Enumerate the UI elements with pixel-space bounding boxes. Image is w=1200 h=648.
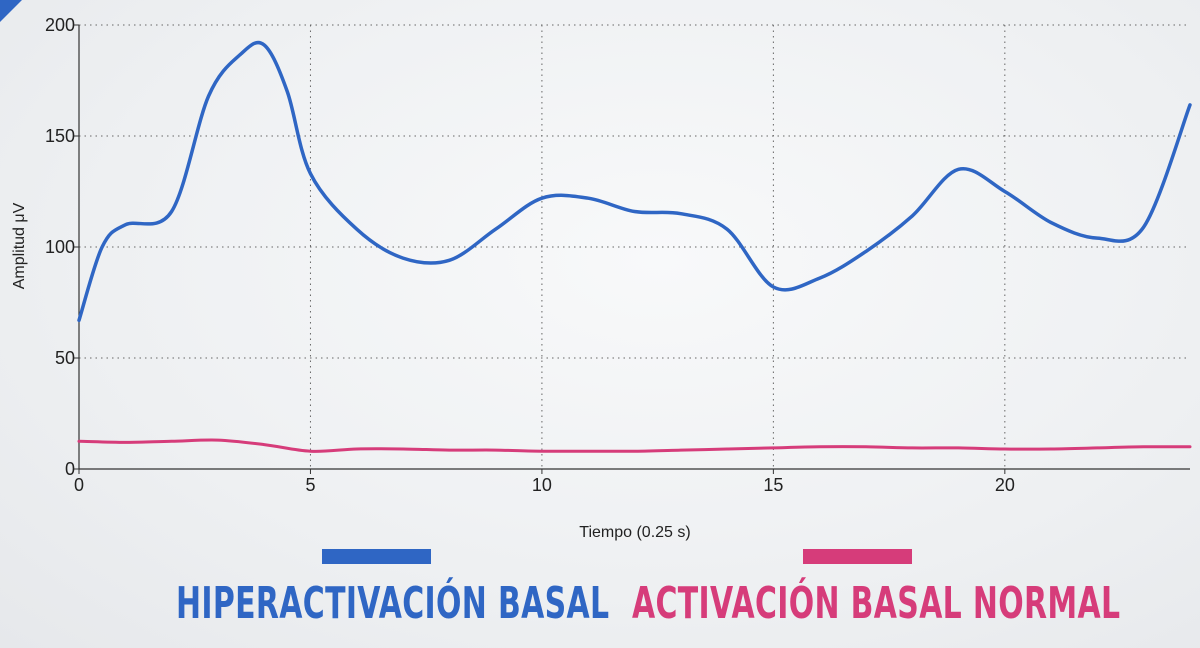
y-axis-label: Amplitud μV <box>11 202 28 289</box>
y-tick-label: 50 <box>55 348 75 368</box>
legend-swatch-hiperactivacion <box>322 549 431 564</box>
y-tick-labels: 0 50 100 150 200 <box>45 15 75 479</box>
legend-label-activacion-normal: ACTIVACIÓN BASAL NORMAL <box>632 578 1121 629</box>
series-lines <box>77 40 1192 453</box>
x-tick-label: 20 <box>995 475 1015 495</box>
legend-swatch-activacion-normal <box>803 549 912 564</box>
series-line-hiperactivacion <box>77 40 1192 323</box>
x-tick-labels: 0 5 10 15 20 <box>74 475 1015 495</box>
x-tick-label: 10 <box>532 475 552 495</box>
x-tick-label: 15 <box>763 475 783 495</box>
x-tick-label: 0 <box>74 475 84 495</box>
y-tick-label: 200 <box>45 15 75 35</box>
legend-label-hiperactivacion: HIPERACTIVACIÓN BASAL <box>176 578 610 629</box>
series-line-activacion-normal <box>77 438 1192 453</box>
y-tick-label: 100 <box>45 237 75 257</box>
y-tick-label: 0 <box>65 459 75 479</box>
y-tick-label: 150 <box>45 126 75 146</box>
grid <box>79 24 1190 469</box>
x-axis-label: Tiempo (0.25 s) <box>579 524 690 541</box>
axes <box>74 24 1190 474</box>
x-tick-label: 5 <box>305 475 315 495</box>
